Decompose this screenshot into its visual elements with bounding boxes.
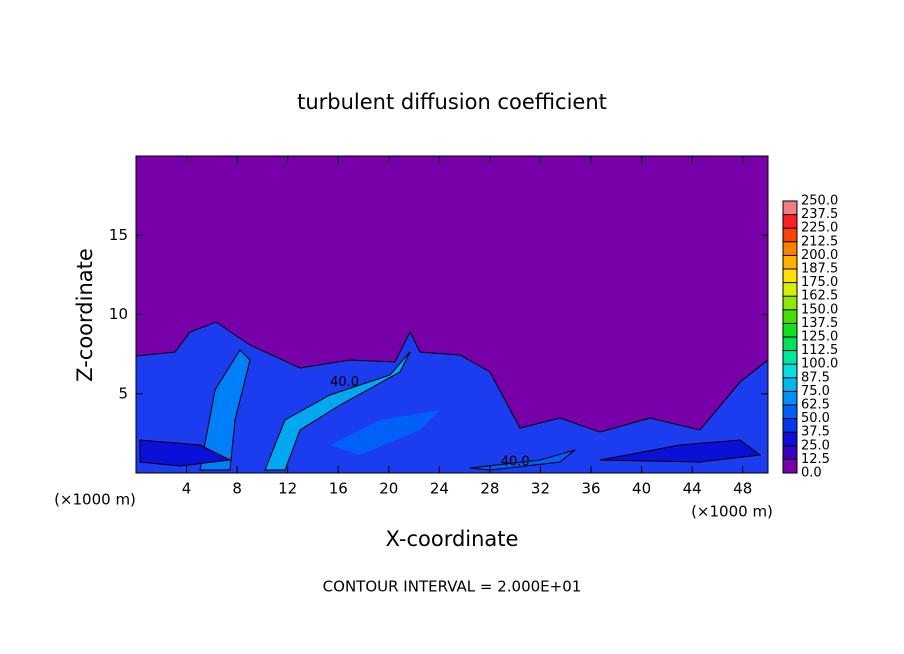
y-tick-label: 10 <box>109 305 128 323</box>
colorbar-swatch <box>783 214 797 229</box>
colorbar-label: 12.5 <box>801 452 830 467</box>
chart-title: turbulent diffusion coefficient <box>297 90 607 114</box>
colorbar-swatch <box>783 391 797 405</box>
colorbar-label: 237.5 <box>801 207 838 222</box>
x-tick-label: 24 <box>430 480 449 498</box>
colorbar-swatch <box>783 459 797 473</box>
x-tick-label: 44 <box>683 480 702 498</box>
colorbar-label: 62.5 <box>801 398 830 413</box>
colorbar-label: 150.0 <box>801 302 838 317</box>
y-axis-label: Z-coordinate <box>73 248 97 382</box>
y-tick-label: 5 <box>118 384 128 402</box>
contour-interval-note: CONTOUR INTERVAL = 2.000E+01 <box>323 578 582 596</box>
x-tick-label: 48 <box>733 480 752 498</box>
x-unit: (×1000 m) <box>691 503 773 521</box>
colorbar-swatch <box>783 432 797 446</box>
colorbar-swatch <box>783 445 797 460</box>
colorbar-swatch <box>783 323 797 337</box>
colorbar-label: 225.0 <box>801 221 838 236</box>
colorbar-label: 250.0 <box>801 194 838 209</box>
field-streak <box>264 351 411 471</box>
x-tick-label: 12 <box>278 480 297 498</box>
x-axis-label: X-coordinate <box>386 527 519 551</box>
colorbar-label: 112.5 <box>801 343 838 358</box>
colorbar-label: 125.0 <box>801 330 838 345</box>
colorbar-label: 0.0 <box>801 466 822 481</box>
colorbar-swatch <box>783 364 797 378</box>
x-tick-label: 8 <box>232 480 242 498</box>
x-tick-label: 4 <box>182 480 192 498</box>
field <box>135 156 769 474</box>
colorbar-swatch <box>783 201 797 215</box>
colorbar-swatch <box>783 282 797 297</box>
colorbar-swatch <box>783 405 797 419</box>
colorbar-swatch <box>783 337 797 351</box>
x-tick-label: 36 <box>581 480 600 498</box>
colorbar-swatch <box>783 269 797 283</box>
colorbar-label: 87.5 <box>801 370 830 385</box>
colorbar-label: 187.5 <box>801 262 838 277</box>
colorbar-label: 212.5 <box>801 234 838 249</box>
colorbar-label: 137.5 <box>801 316 838 331</box>
x-tick-label: 20 <box>379 480 398 498</box>
colorbar-label: 37.5 <box>801 425 830 440</box>
colorbar-label: 50.0 <box>801 411 830 426</box>
colorbar-swatch <box>783 377 797 392</box>
colorbar-swatch <box>783 309 797 324</box>
contour-label: 40.0 <box>501 454 530 469</box>
colorbar-label: 100.0 <box>801 357 838 372</box>
colorbar-label: 200.0 <box>801 248 838 263</box>
x-unit: (×1000 m) <box>54 491 136 509</box>
colorbar-label: 162.5 <box>801 289 838 304</box>
colorbar-swatch <box>783 350 797 365</box>
y-tick-label: 15 <box>109 226 128 244</box>
field-streak <box>199 349 251 471</box>
field-streak <box>330 410 440 455</box>
colorbar-label: 25.0 <box>801 438 830 453</box>
colorbar-swatch <box>783 241 797 256</box>
x-tick-label: 28 <box>480 480 499 498</box>
x-tick-label: 32 <box>531 480 550 498</box>
field-streak <box>139 439 232 467</box>
colorbar-label: 75.0 <box>801 384 830 399</box>
colorbar-label: 175.0 <box>801 275 838 290</box>
contour-label: 40.0 <box>330 375 359 390</box>
field-streak <box>469 449 576 471</box>
colorbar-swatch <box>783 418 797 433</box>
x-tick-label: 40 <box>632 480 651 498</box>
colorbar-swatch <box>783 255 797 269</box>
x-tick-label: 16 <box>329 480 348 498</box>
field-streak <box>599 439 762 463</box>
colorbar-swatch <box>783 228 797 242</box>
colorbar-swatch <box>783 296 797 310</box>
